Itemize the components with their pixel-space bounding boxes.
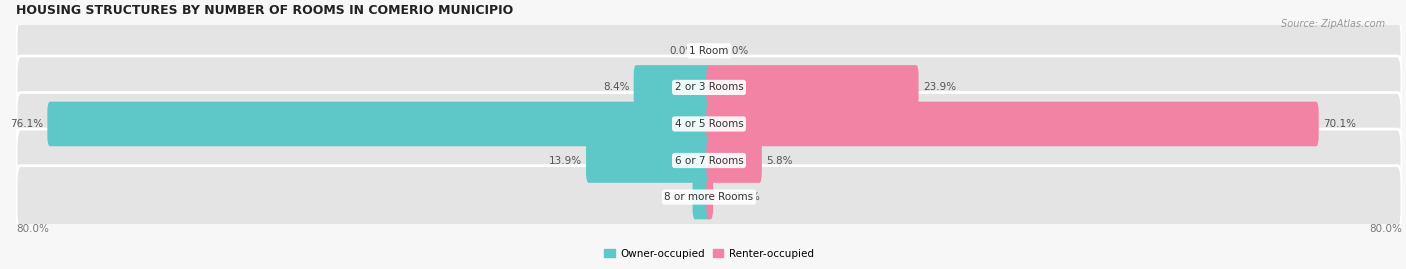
Text: 5.8%: 5.8%	[766, 155, 793, 165]
Text: 6 or 7 Rooms: 6 or 7 Rooms	[675, 155, 744, 165]
Text: 0.0%: 0.0%	[723, 46, 748, 56]
FancyBboxPatch shape	[586, 138, 711, 183]
Text: 13.9%: 13.9%	[548, 155, 582, 165]
Text: 8.4%: 8.4%	[603, 82, 630, 93]
Text: Source: ZipAtlas.com: Source: ZipAtlas.com	[1281, 19, 1385, 29]
Text: 1.6%: 1.6%	[662, 192, 688, 202]
Text: 76.1%: 76.1%	[10, 119, 44, 129]
Text: 23.9%: 23.9%	[922, 82, 956, 93]
Legend: Owner-occupied, Renter-occupied: Owner-occupied, Renter-occupied	[600, 245, 818, 263]
Text: HOUSING STRUCTURES BY NUMBER OF ROOMS IN COMERIO MUNICIPIO: HOUSING STRUCTURES BY NUMBER OF ROOMS IN…	[17, 4, 513, 17]
Text: 70.1%: 70.1%	[1323, 119, 1355, 129]
Text: 80.0%: 80.0%	[17, 224, 49, 234]
FancyBboxPatch shape	[706, 138, 762, 183]
Text: 4 or 5 Rooms: 4 or 5 Rooms	[675, 119, 744, 129]
FancyBboxPatch shape	[48, 102, 711, 146]
FancyBboxPatch shape	[706, 175, 713, 219]
Text: 80.0%: 80.0%	[1369, 224, 1402, 234]
FancyBboxPatch shape	[693, 175, 711, 219]
FancyBboxPatch shape	[17, 166, 1402, 228]
FancyBboxPatch shape	[17, 56, 1402, 119]
Text: 0.0%: 0.0%	[669, 46, 696, 56]
FancyBboxPatch shape	[706, 65, 918, 110]
FancyBboxPatch shape	[17, 93, 1402, 155]
FancyBboxPatch shape	[17, 129, 1402, 192]
FancyBboxPatch shape	[634, 65, 711, 110]
FancyBboxPatch shape	[17, 19, 1402, 82]
Text: 0.17%%: 0.17%%	[717, 192, 761, 202]
Text: 1 Room: 1 Room	[689, 46, 728, 56]
Text: 2 or 3 Rooms: 2 or 3 Rooms	[675, 82, 744, 93]
Text: 8 or more Rooms: 8 or more Rooms	[665, 192, 754, 202]
FancyBboxPatch shape	[706, 102, 1319, 146]
